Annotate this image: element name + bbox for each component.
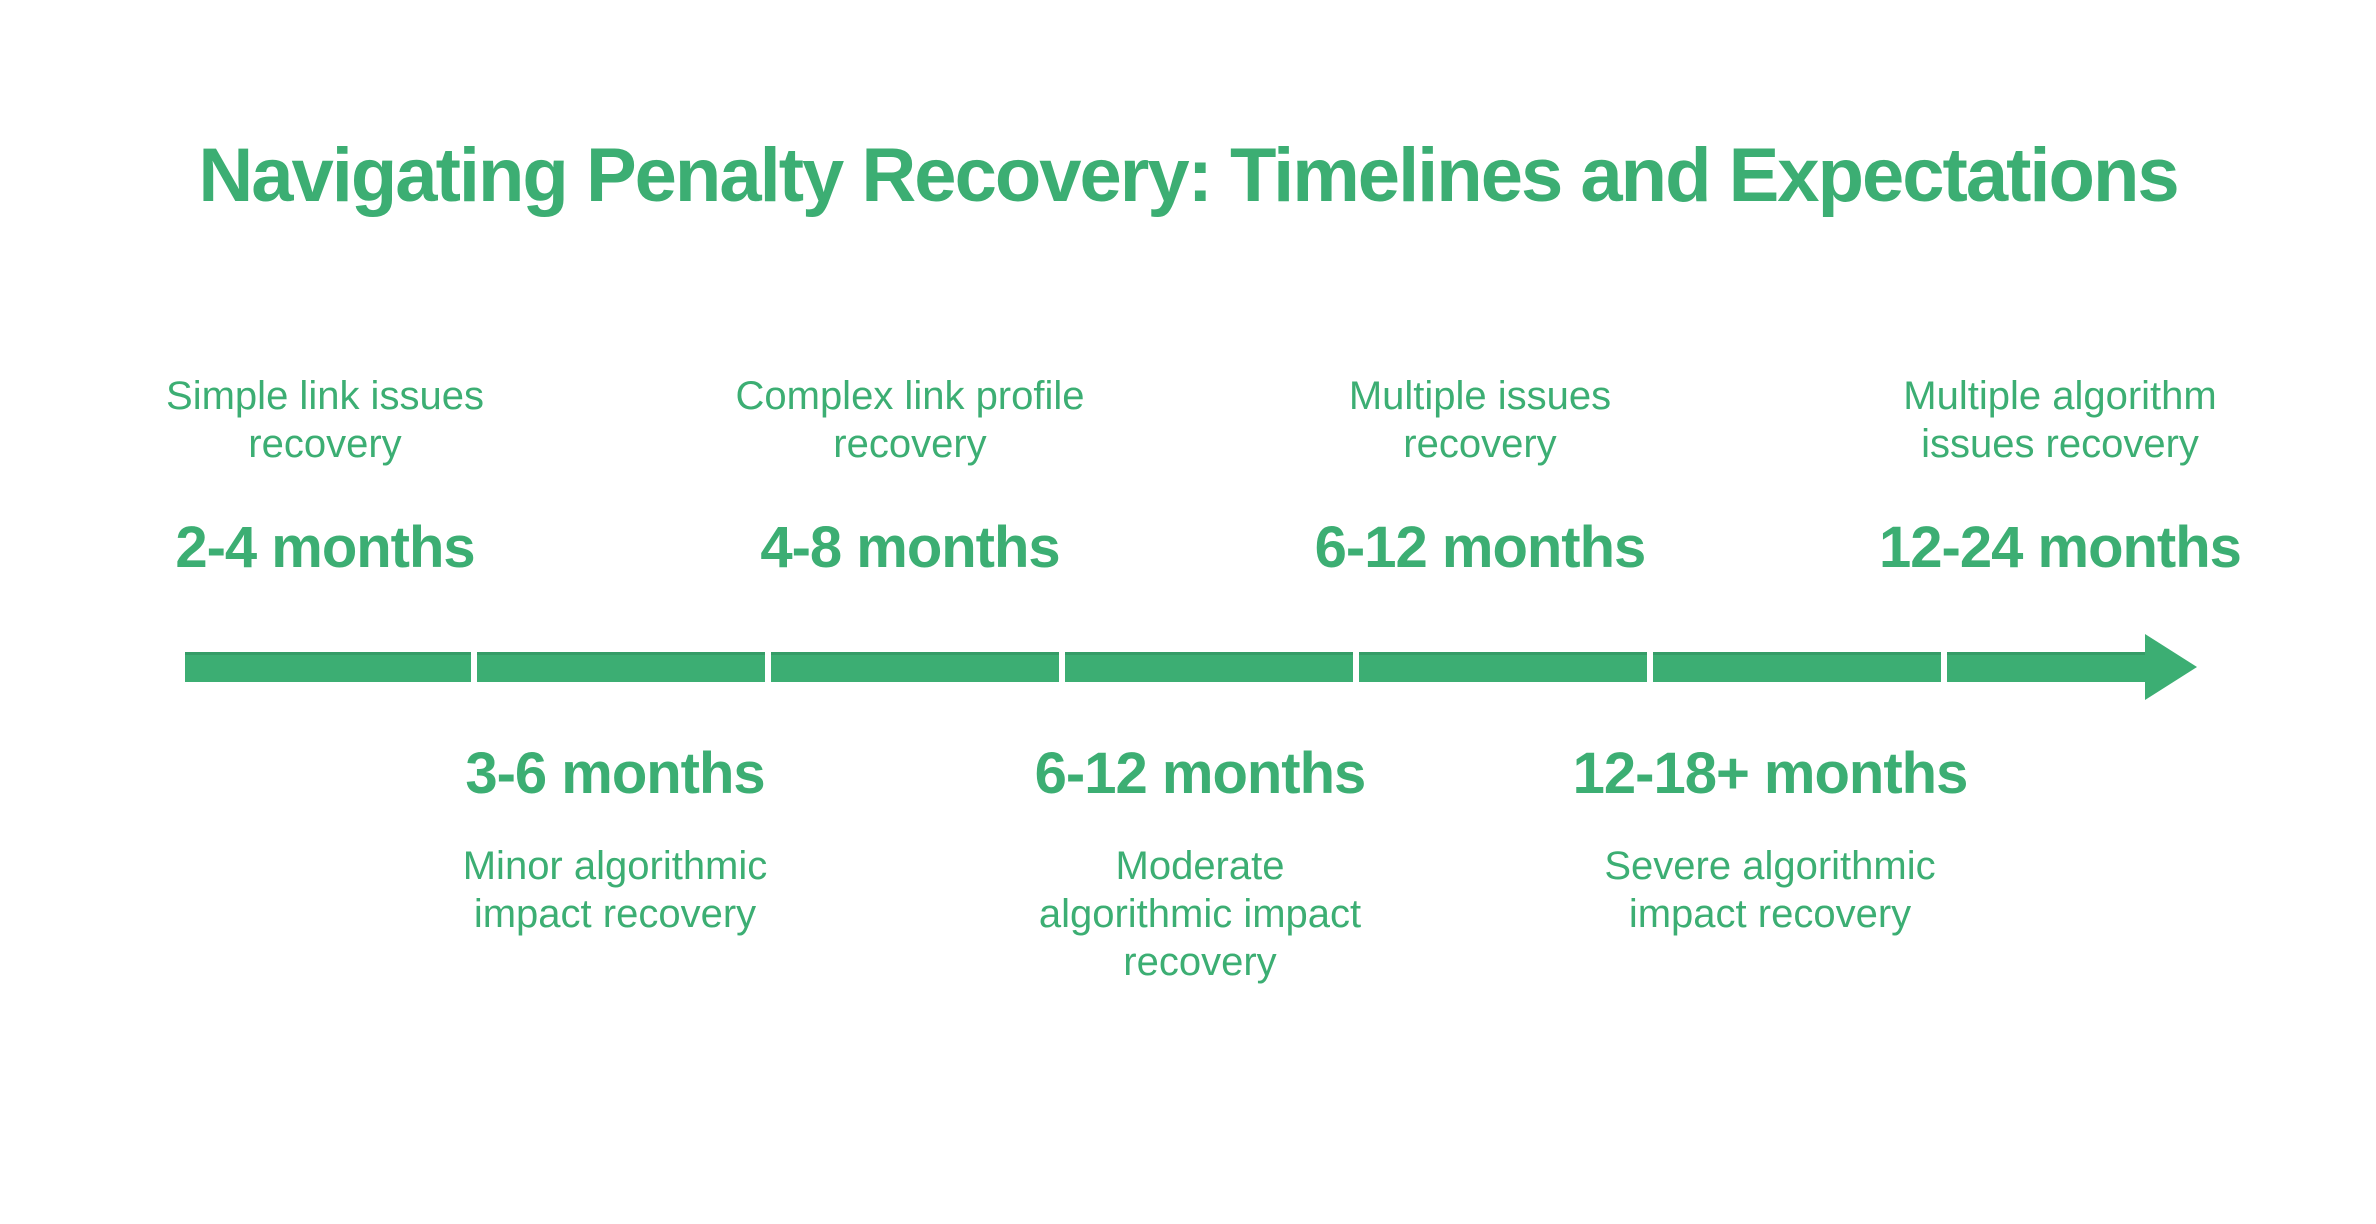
timeline-segment bbox=[1065, 652, 1353, 682]
milestone-top-multiple-issues: Multiple issues recovery 6-12 months bbox=[1200, 372, 1760, 580]
arrowhead-icon bbox=[2145, 634, 2197, 700]
milestone-label: Moderate algorithmic impact recovery bbox=[1038, 844, 1362, 984]
timeline-segment bbox=[1359, 652, 1647, 682]
milestone-bottom-moderate: 6-12 months Moderate algorithmic impact … bbox=[920, 742, 1480, 986]
timeline-segment bbox=[771, 652, 1059, 682]
milestone-top-multiple-algorithm: Multiple algorithm issues recovery 12-24… bbox=[1780, 372, 2340, 580]
milestone-label: Minor algorithmic impact recovery bbox=[462, 844, 768, 936]
timeline-segment bbox=[477, 652, 765, 682]
milestone-bottom-minor: 3-6 months Minor algorithmic impact reco… bbox=[335, 742, 895, 938]
milestone-duration: 3-6 months bbox=[465, 741, 765, 806]
timeline-arrow bbox=[185, 652, 2145, 682]
page-title: Navigating Penalty Recovery: Timelines a… bbox=[198, 133, 2179, 218]
milestone-label: Multiple algorithm issues recovery bbox=[1903, 374, 2217, 466]
timeline-segment bbox=[1653, 652, 1941, 682]
milestone-label: Severe algorithmic impact recovery bbox=[1604, 844, 1936, 936]
milestone-top-simple-link: Simple link issues recovery 2-4 months bbox=[45, 372, 605, 580]
milestone-duration: 12-24 months bbox=[1879, 515, 2242, 580]
milestone-label: Multiple issues recovery bbox=[1348, 374, 1612, 466]
milestone-top-complex-link: Complex link profile recovery 4-8 months bbox=[630, 372, 1190, 580]
milestone-label: Simple link issues recovery bbox=[166, 374, 484, 466]
milestone-duration: 6-12 months bbox=[1034, 741, 1367, 806]
milestone-label: Complex link profile recovery bbox=[735, 374, 1085, 466]
milestone-duration: 2-4 months bbox=[175, 515, 475, 580]
timeline-segment bbox=[1947, 652, 2145, 682]
milestone-duration: 6-12 months bbox=[1314, 515, 1647, 580]
timeline-segment bbox=[185, 652, 471, 682]
milestone-duration: 4-8 months bbox=[760, 515, 1060, 580]
milestone-duration: 12-18+ months bbox=[1572, 741, 1969, 806]
milestone-bottom-severe: 12-18+ months Severe algorithmic impact … bbox=[1490, 742, 2050, 938]
